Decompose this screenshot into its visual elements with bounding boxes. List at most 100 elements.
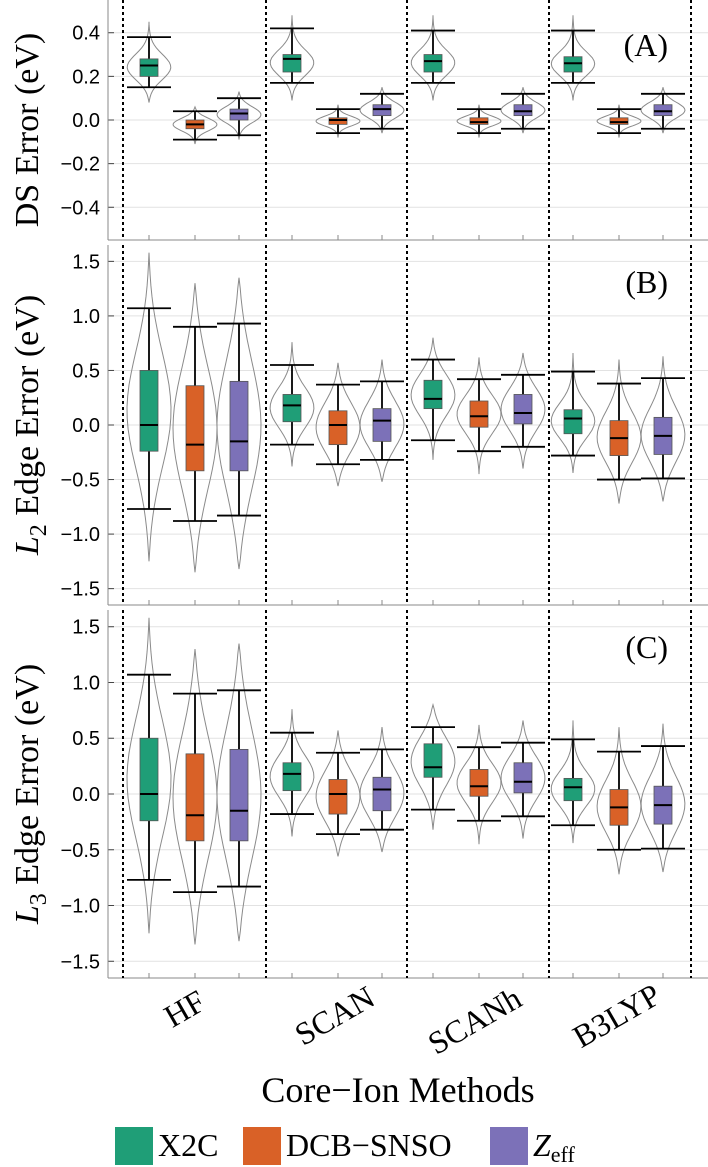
iqr-box-dcb-scanh (469, 400, 489, 428)
x-tick-scanh: SCANh (422, 980, 528, 1062)
y-axis-title-subscript: 2 (26, 524, 52, 536)
panel-b: −1.5 −1.0 −0.5 0.0 0.5 1.0 1.5 (B) L2 Edge Error… (9, 245, 708, 606)
violin-x2c-scanh (410, 702, 456, 830)
violin-x2c-scanh (410, 337, 456, 460)
violin-x2c-scanh (410, 15, 456, 101)
y-tick-label: −0.2 (61, 154, 100, 176)
y-tick-label: 0.4 (72, 23, 100, 45)
violin-dcb-scan (315, 362, 361, 487)
iqr-box-zeff-hf (229, 380, 249, 472)
x-tick-b3lyp: B3LYP (567, 976, 667, 1054)
box-dcb-scan (315, 104, 361, 138)
y-axis-title-italic: L (9, 905, 46, 925)
iqr-box-zeff-scanh (513, 104, 533, 117)
violin-dcb-hf (172, 648, 218, 945)
y-axis-title-rest: Edge Error (eV) (9, 295, 46, 524)
legend-label-dcb-snso: DCB−SNSO (286, 1127, 452, 1163)
legend-label-x2c: X2C (158, 1127, 218, 1163)
iqr-box-zeff-scanh (513, 394, 533, 425)
violin-zeff-scanh (500, 352, 546, 469)
iqr-box-x2c-hf (139, 370, 159, 452)
box-dcb-hf (172, 648, 218, 945)
y-tick-label: 0.2 (72, 66, 100, 88)
y-tick-label: 0.5 (72, 728, 100, 750)
box-zeff-b3lyp (640, 356, 686, 502)
violin-dcb-hf (172, 105, 218, 145)
box-zeff-scanh (500, 87, 546, 134)
iqr-box-dcb-hf (185, 753, 205, 842)
violin-zeff-hf (216, 277, 262, 570)
iqr-box-x2c-hf (139, 58, 159, 77)
iqr-box-zeff-hf (229, 108, 249, 121)
violin-x2c-scan (269, 709, 315, 837)
violin-zeff-scanh (500, 720, 546, 839)
box-x2c-b3lyp (550, 720, 596, 844)
legend-label-zeff: Zeff (533, 1127, 575, 1167)
y-tick-label: 1.0 (72, 672, 100, 694)
box-zeff-hf (216, 91, 262, 140)
y-axis-title-a: DS Error (eV) (9, 33, 46, 228)
legend-swatch-x2c (115, 1127, 153, 1165)
panel-label-a: (A) (624, 27, 668, 63)
iqr-box-zeff-scan (372, 104, 392, 117)
box-zeff-hf (216, 277, 262, 570)
x-category-labels: HF SCAN SCANh B3LYP (158, 976, 667, 1061)
box-zeff-scanh (500, 720, 546, 839)
violin-dcb-scan (315, 730, 361, 857)
legend-zeff-main: Z (533, 1127, 552, 1163)
violin-dcb-b3lyp (596, 727, 642, 875)
box-dcb-b3lyp (596, 727, 642, 875)
box-dcb-hf (172, 105, 218, 145)
x-tick-scan: SCAN (289, 979, 381, 1053)
violin-zeff-b3lyp (640, 723, 686, 873)
iqr-box-x2c-scan (282, 762, 302, 792)
iqr-box-dcb-b3lyp (609, 117, 629, 125)
box-zeff-scan (359, 727, 405, 853)
legend-zeff-sub: eff (551, 1142, 576, 1167)
panels: −0.4−0.20.00.20.4 (A)DS Error (eV)−1.5−1.… (9, 0, 708, 979)
x-tick-hf: HF (158, 983, 211, 1035)
iqr-box-x2c-scanh (423, 54, 443, 73)
iqr-box-x2c-scanh (423, 379, 443, 410)
legend-swatch-zeff (490, 1127, 528, 1165)
panel-a: −0.4 −0.2 0.0 0.2 0.4 (A) DS Error (eV) (9, 0, 708, 241)
iqr-box-x2c-scan (282, 54, 302, 73)
iqr-box-zeff-b3lyp (653, 104, 673, 117)
violin-zeff-hf (216, 643, 262, 942)
box-x2c-scan (269, 342, 315, 467)
y-tick-label: −1.0 (61, 896, 100, 918)
violin-zeff-scan (359, 359, 405, 482)
box-x2c-scanh (410, 702, 456, 830)
x-axis-title: Core−Ion Methods (261, 1070, 534, 1110)
iqr-box-dcb-scan (328, 117, 348, 125)
y-tick-label: 1.5 (72, 251, 100, 273)
box-zeff-hf (216, 643, 262, 942)
y-tick-label: 0.0 (72, 784, 100, 806)
iqr-box-zeff-hf (229, 748, 249, 842)
box-zeff-b3lyp (640, 87, 686, 134)
box-dcb-scan (315, 730, 361, 857)
box-dcb-scanh (456, 357, 502, 475)
violin-zeff-scanh (500, 87, 546, 134)
y-tick-label: −1.0 (61, 524, 100, 546)
violin-x2c-b3lyp (550, 720, 596, 844)
violin-dcb-scanh (456, 104, 502, 138)
y-axis-title-rest: Edge Error (eV) (9, 664, 46, 893)
y-tick-label: 0.0 (72, 415, 100, 437)
box-dcb-scan (315, 362, 361, 487)
y-tick-label: 1.0 (72, 306, 100, 328)
box-dcb-scanh (456, 724, 502, 845)
violin-zeff-hf (216, 91, 262, 140)
y-tick-label: 0.0 (72, 110, 100, 132)
violin-x2c-hf (126, 252, 172, 562)
violin-x2c-b3lyp (550, 15, 596, 101)
violin-x2c-scan (269, 342, 315, 467)
violin-x2c-b3lyp (550, 352, 596, 474)
violin-zeff-b3lyp (640, 87, 686, 134)
box-x2c-scan (269, 709, 315, 837)
violin-dcb-b3lyp (596, 359, 642, 504)
y-tick-label: −0.4 (61, 197, 100, 219)
box-zeff-scan (359, 359, 405, 482)
iqr-box-dcb-hf (185, 385, 205, 472)
